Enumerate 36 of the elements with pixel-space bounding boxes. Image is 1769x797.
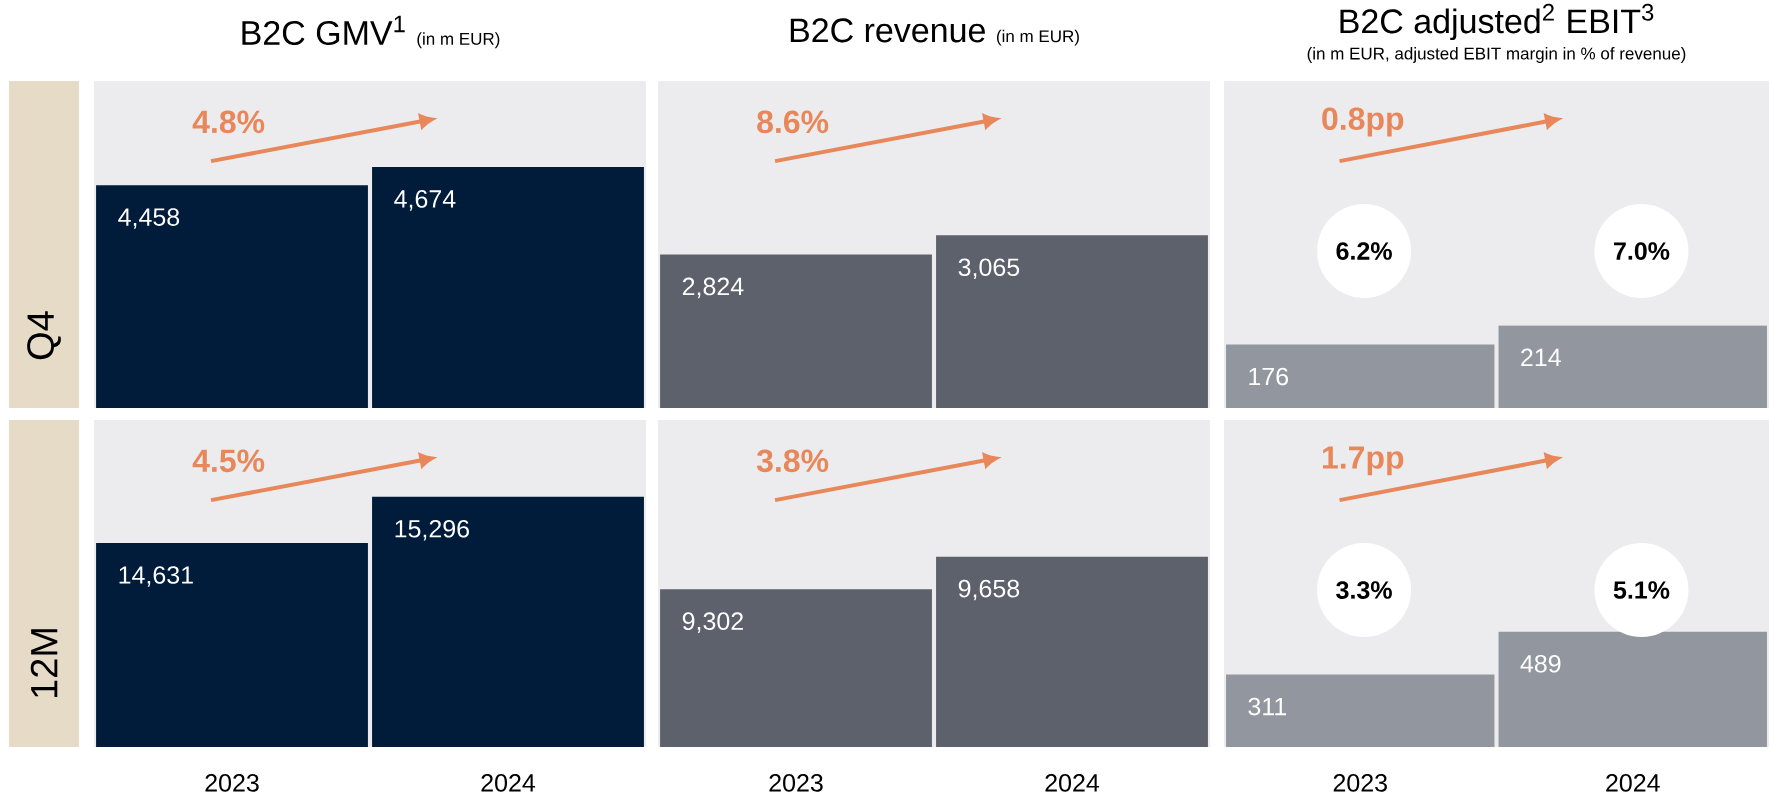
chart-subtitle: (in m EUR) — [417, 32, 500, 49]
annotation: 3.8% — [756, 449, 829, 473]
data-label: 489 — [1520, 654, 1561, 673]
data-label: 311 — [1248, 697, 1287, 716]
annotation: 4.8% — [192, 110, 265, 134]
data-label: 15,296 — [395, 519, 469, 541]
annotation: 5.1% — [1613, 581, 1670, 599]
data-label: 214 — [1521, 348, 1561, 367]
data-label: 4,458 — [118, 208, 180, 229]
annotation: 3.3% — [1336, 581, 1392, 599]
x-tick-label: 2024 — [481, 774, 536, 792]
annotation: 8.6% — [757, 110, 829, 134]
chart-subtitle: (in m EUR, adjusted EBIT margin in % of revenue) — [1307, 47, 1686, 63]
chart-title: B2C adjusted$^{2}$ EBIT$^{3}$ — [1340, 3, 1654, 41]
data-label: 14,631 — [119, 566, 193, 587]
x-tick-label: 2024 — [1045, 774, 1100, 792]
annotation: 0.8pp — [1322, 107, 1404, 137]
y-axis-title: Q4 — [27, 311, 61, 360]
annotation: 7.0% — [1614, 242, 1670, 260]
x-tick-label: 2023 — [1333, 774, 1387, 792]
chart-title: B2C GMV$^{1}$ — [242, 15, 405, 46]
data-label: 2,824 — [682, 277, 744, 299]
x-tick-label: 2024 — [1606, 774, 1660, 792]
chart-title: B2C revenue — [790, 18, 985, 43]
data-label: 3,065 — [958, 258, 1020, 280]
annotation: 1.7pp — [1323, 446, 1404, 476]
y-axis-title: 12M — [30, 629, 58, 698]
annotation: 4.5% — [192, 449, 265, 473]
data-label: 9,302 — [682, 612, 743, 633]
data-label: 176 — [1249, 367, 1289, 386]
x-tick-label: 2023 — [769, 774, 823, 792]
annotation: 6.2% — [1336, 242, 1392, 260]
x-tick-label: 2023 — [205, 774, 259, 792]
data-label: 9,658 — [958, 579, 1020, 601]
data-label: 4,674 — [394, 190, 456, 211]
chart-subtitle: (in m EUR) — [996, 29, 1079, 46]
